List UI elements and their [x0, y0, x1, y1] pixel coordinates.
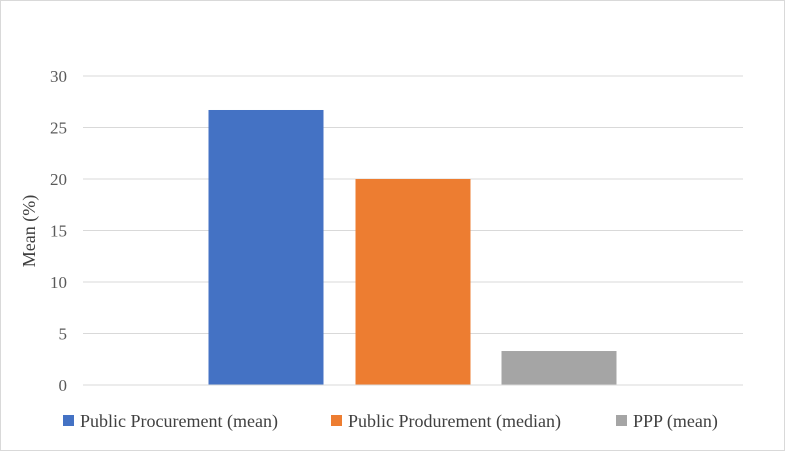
y-tick-label: 15: [50, 222, 67, 241]
legend-swatch: [616, 415, 627, 426]
y-tick-label: 20: [50, 170, 67, 189]
bars: [208, 109, 617, 386]
legend-label: PPP (mean): [633, 411, 718, 432]
legend-label: Public Produrement (median): [348, 411, 561, 432]
y-tick-label: 5: [59, 325, 68, 344]
y-tick-label: 25: [50, 119, 67, 138]
legend-swatch: [63, 415, 74, 426]
bar-3: [501, 351, 617, 385]
y-tick-label: 10: [50, 273, 67, 292]
y-tick-label: 30: [50, 67, 67, 86]
legend-swatch: [331, 415, 342, 426]
bar-1: [208, 109, 324, 386]
y-tick-label: 0: [59, 376, 68, 395]
legend: Public Procurement (mean) Public Produrem…: [63, 411, 718, 432]
y-axis-label: Mean (%): [19, 195, 40, 267]
bar-2: [355, 179, 471, 385]
y-axis-ticks: 0 5 10 15 20 25 30: [50, 67, 67, 395]
legend-label: Public Procurement (mean): [80, 411, 278, 432]
